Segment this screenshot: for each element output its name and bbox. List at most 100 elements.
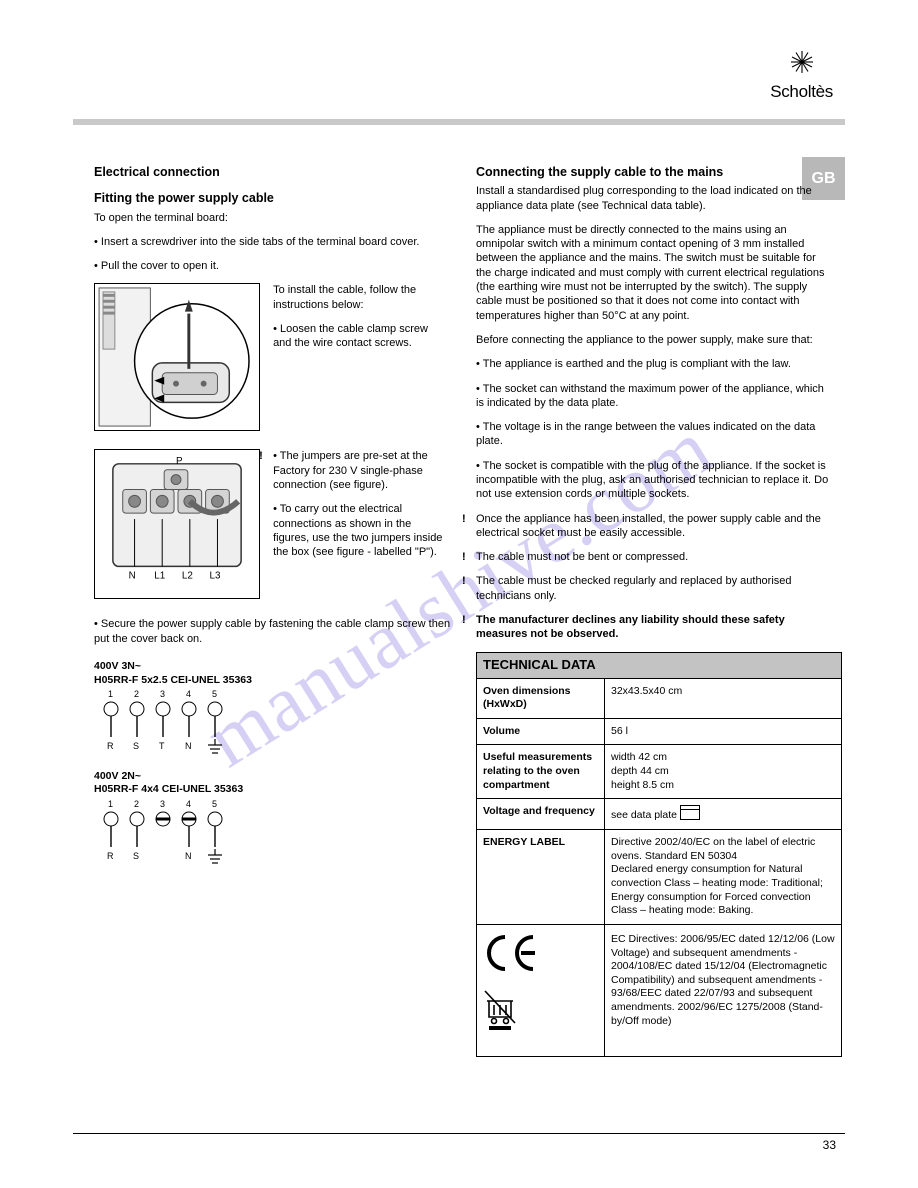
- svg-text:3: 3: [160, 689, 165, 699]
- svg-text:4: 4: [186, 689, 191, 699]
- page: Scholtès GB manualshive.com Electrical c…: [0, 0, 918, 1188]
- fit-bullet-1-text: Insert a screwdriver into the side tabs …: [101, 236, 420, 248]
- wiring-2phase-diagram: 1 2 3 4 5 R S N: [94, 797, 264, 867]
- left-column: Electrical connection Fitting the power …: [94, 164, 452, 871]
- spec-supply-label: Voltage and frequency: [477, 799, 605, 830]
- exclamation-icon: !: [462, 550, 466, 564]
- technical-data-table: TECHNICAL DATA Oven dimensions (HxWxD) 3…: [476, 652, 842, 1057]
- check-4: • The socket is compatible with the plug…: [476, 459, 834, 502]
- table-row: Voltage and frequency see data plate: [477, 799, 842, 830]
- burst-icon: [788, 48, 816, 76]
- weee-icon: [483, 987, 517, 1036]
- wiring-3phase-diagram: 1 2 3 4 5 R S T N: [94, 687, 264, 757]
- header-rule: [73, 119, 845, 125]
- table-row: ENERGY LABEL Directive 2002/40/EC on the…: [477, 830, 842, 925]
- svg-text:S: S: [133, 741, 139, 751]
- spec-energy-label: ENERGY LABEL: [477, 830, 605, 925]
- brand-text: Scholtès: [770, 81, 833, 103]
- svg-text:R: R: [107, 741, 114, 751]
- figure-terminal-board: N L1 L2 L3 P: [94, 449, 260, 599]
- heading-mains: Connecting the supply cable to the mains: [476, 164, 834, 180]
- svg-text:1: 1: [108, 689, 113, 699]
- heading-fitting-cable: Fitting the power supply cable: [94, 190, 452, 206]
- svg-text:1: 1: [108, 799, 113, 809]
- check-3-text: The voltage is in the range between the …: [476, 421, 815, 447]
- install-bullet-2: !• The jumpers are pre-set at the Factor…: [273, 449, 449, 492]
- warn-2: !The cable must not be bent or compresse…: [476, 550, 834, 564]
- warn-4: !The manufacturer declines any liability…: [476, 613, 834, 642]
- svg-text:L2: L2: [182, 571, 193, 582]
- svg-text:N: N: [129, 571, 136, 582]
- svg-text:S: S: [133, 851, 139, 861]
- table-row: Useful measurements relating to the oven…: [477, 745, 842, 799]
- svg-text:2: 2: [134, 689, 139, 699]
- warn-3: !The cable must be checked regularly and…: [476, 574, 834, 603]
- check-4-text: The socket is compatible with the plug o…: [476, 460, 828, 501]
- svg-text:4: 4: [186, 799, 191, 809]
- svg-text:5: 5: [212, 689, 217, 699]
- table-row: Oven dimensions (HxWxD) 32x43.5x40 cm: [477, 678, 842, 718]
- wiring-2phase: 400V 2N~ H05RR-F 4x4 CEI-UNEL 35363 1 2 3 4…: [94, 770, 452, 872]
- wiring-3phase-label: 400V 3N~ H05RR-F 5x2.5 CEI-UNEL 35363: [94, 660, 452, 687]
- figure-terminal-cover: [94, 283, 260, 431]
- exclamation-icon: !: [462, 574, 466, 588]
- install-bullet-1-text: Loosen the cable clamp screw and the wir…: [273, 323, 428, 349]
- right-column: Connecting the supply cable to the mains…: [476, 164, 834, 1057]
- brand-logo: Scholtès: [770, 48, 833, 103]
- spec-oven-dim-value: 32x43.5x40 cm: [605, 678, 842, 718]
- warn-1: !Once the appliance has been installed, …: [476, 512, 834, 541]
- footer-rule: [73, 1133, 845, 1134]
- heading-electrical-connection: Electrical connection: [94, 164, 452, 180]
- svg-text:3: 3: [160, 799, 165, 809]
- install-bullet-2-text: The jumpers are pre-set at the Factory f…: [273, 450, 428, 491]
- svg-text:T: T: [159, 741, 165, 751]
- exclamation-icon: !: [462, 512, 466, 526]
- fasten-text-inner: Secure the power supply cable by fasteni…: [94, 618, 450, 644]
- svg-text:5: 5: [212, 799, 217, 809]
- mains-p2a: The appliance must be directly connected…: [476, 223, 834, 323]
- svg-text:2: 2: [134, 799, 139, 809]
- svg-text:N: N: [185, 851, 192, 861]
- mains-p2b: Before connecting the appliance to the p…: [476, 333, 834, 347]
- wiring-2phase-label: 400V 2N~ H05RR-F 4x4 CEI-UNEL 35363: [94, 770, 452, 797]
- svg-text:N: N: [185, 741, 192, 751]
- page-number: 33: [823, 1138, 836, 1154]
- warn-1-text: Once the appliance has been installed, t…: [476, 513, 821, 539]
- spec-ce-cell: [477, 924, 605, 1056]
- svg-text:R: R: [107, 851, 114, 861]
- install-intro-block: To install the cable, follow the instruc…: [273, 283, 449, 360]
- check-1: • The appliance is earthed and the plug …: [476, 357, 834, 371]
- spec-supply-value: see data plate: [605, 799, 842, 830]
- install-bullet-3: • To carry out the electrical connection…: [273, 502, 449, 559]
- fit-bullet-2-text: Pull the cover to open it.: [101, 260, 219, 272]
- spec-volume-value: 56 l: [605, 718, 842, 745]
- exclamation-icon: !: [462, 613, 466, 627]
- spec-compartment-value: width 42 cm depth 44 cm height 8.5 cm: [605, 745, 842, 799]
- warn-3-text: The cable must be checked regularly and …: [476, 575, 792, 601]
- warn-4-text: The manufacturer declines any liability …: [476, 614, 785, 640]
- ce-mark-icon: [483, 933, 539, 979]
- spec-supply-value-text: see data plate: [611, 809, 677, 821]
- spec-energy-value: Directive 2002/40/EC on the label of ele…: [605, 830, 842, 925]
- install-intro: To install the cable, follow the instruc…: [273, 283, 449, 312]
- check-2: • The socket can withstand the maximum p…: [476, 382, 834, 411]
- svg-text:P: P: [176, 456, 183, 467]
- table-row: Volume 56 l: [477, 718, 842, 745]
- install-bullet-3-text: To carry out the electrical connections …: [273, 503, 442, 558]
- install-bullet-1: • Loosen the cable clamp screw and the w…: [273, 322, 449, 351]
- mains-p1: Install a standardised plug correspondin…: [476, 184, 834, 213]
- warn-2-text: The cable must not be bent or compressed…: [476, 551, 688, 563]
- fit-bullet-2: • Pull the cover to open it.: [94, 259, 452, 273]
- install-bullets-rest: !• The jumpers are pre-set at the Factor…: [273, 449, 449, 569]
- wiring-3phase: 400V 3N~ H05RR-F 5x2.5 CEI-UNEL 35363 1 2…: [94, 660, 452, 762]
- check-1-text: The appliance is earthed and the plug is…: [483, 358, 791, 370]
- svg-text:L1: L1: [154, 571, 165, 582]
- spec-compartment-label: Useful measurements relating to the oven…: [477, 745, 605, 799]
- spec-ec-value: EC Directives: 2006/95/EC dated 12/12/06…: [605, 924, 842, 1056]
- fasten-text: • Secure the power supply cable by faste…: [94, 617, 452, 646]
- svg-text:L3: L3: [210, 571, 221, 582]
- fit-bullet-1: • Insert a screwdriver into the side tab…: [94, 235, 452, 249]
- spec-oven-dim-label: Oven dimensions (HxWxD): [477, 678, 605, 718]
- check-3: • The voltage is in the range between th…: [476, 420, 834, 449]
- spec-header: TECHNICAL DATA: [477, 652, 842, 678]
